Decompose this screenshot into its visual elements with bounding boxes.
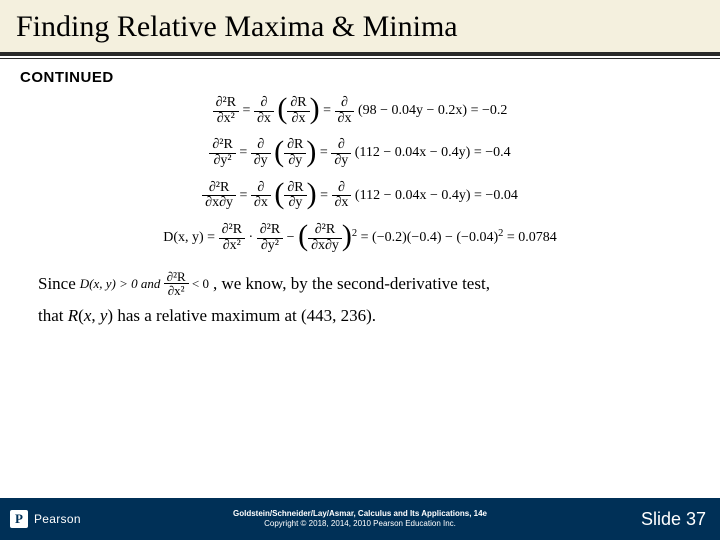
slide: Finding Relative Maxima & Minima CONTINU… [0, 0, 720, 540]
copyright-line: Copyright © 2018, 2014, 2010 Pearson Edu… [233, 519, 487, 529]
equation-rxx: ∂²R∂x² = ∂∂x (∂R∂x) = ∂∂x (98 − 0.04y − … [213, 96, 508, 126]
since-tail: , we know, by the second-derivative test… [213, 274, 490, 294]
since-word: Since [38, 274, 76, 294]
continued-label: CONTINUED [20, 69, 700, 86]
pearson-logo: P Pearson [0, 510, 81, 528]
pearson-logo-icon: P [10, 510, 28, 528]
pearson-logo-text: Pearson [34, 512, 81, 526]
footer-bar: P Pearson Goldstein/Schneider/Lay/Asmar,… [0, 498, 720, 540]
book-citation: Goldstein/Schneider/Lay/Asmar, Calculus … [233, 509, 487, 519]
copyright-block: Goldstein/Schneider/Lay/Asmar, Calculus … [233, 509, 487, 528]
equation-discriminant: D(x, y) = ∂²R∂x² · ∂²R∂y² − (∂²R∂x∂y)2 =… [163, 223, 557, 253]
equation-ryy: ∂²R∂y² = ∂∂y (∂R∂y) = ∂∂y (112 − 0.04x −… [209, 138, 510, 168]
conclusion-line: that R(x, y) has a relative maximum at (… [20, 306, 700, 326]
conclusion-args: (x, y) [78, 306, 113, 325]
title-rule-thick [0, 52, 720, 56]
slide-title: Finding Relative Maxima & Minima [0, 0, 720, 52]
equation-rxy: ∂²R∂x∂y = ∂∂x (∂R∂y) = ∂∂x (112 − 0.04x … [202, 181, 518, 211]
title-area: Finding Relative Maxima & Minima [0, 0, 720, 59]
since-line: Since D(x, y) > 0 and ∂²R∂x² < 0 , we kn… [20, 270, 700, 298]
slide-number: Slide 37 [641, 509, 720, 530]
equation-block: ∂²R∂x² = ∂∂x (∂R∂x) = ∂∂x (98 − 0.04y − … [20, 90, 700, 260]
d-inequality: D(x, y) > 0 and ∂²R∂x² < 0 [80, 270, 209, 298]
slide-body: CONTINUED ∂²R∂x² = ∂∂x (∂R∂x) = ∂∂x (98 … [0, 59, 720, 498]
